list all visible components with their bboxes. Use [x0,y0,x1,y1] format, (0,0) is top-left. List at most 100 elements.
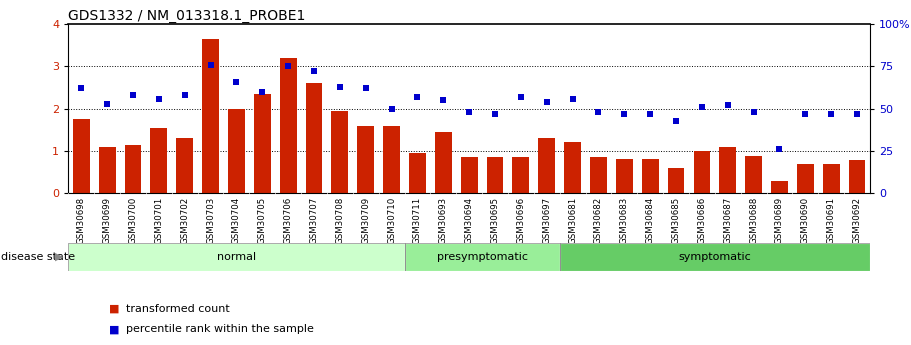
Text: GSM30702: GSM30702 [180,197,189,245]
Point [126,92,140,98]
Text: GSM30709: GSM30709 [362,197,370,244]
Bar [384,126,400,193]
Point [74,86,88,91]
Point [591,109,606,115]
Bar [693,151,711,193]
Point [746,109,761,115]
Text: ▶: ▶ [55,252,63,262]
Point [255,89,270,95]
Bar [668,168,684,193]
Point [230,79,244,85]
Text: GSM30681: GSM30681 [568,197,577,245]
Bar [641,159,659,193]
Point [203,62,218,68]
Text: presymptomatic: presymptomatic [436,252,527,262]
Bar [435,132,452,193]
Bar [280,58,297,193]
Point [669,118,683,123]
Bar [771,180,788,193]
Point [721,102,735,108]
Text: GSM30696: GSM30696 [517,197,526,244]
Bar [177,138,193,193]
Point [100,101,115,106]
Bar [559,243,870,271]
Point [358,86,373,91]
Bar [202,39,219,193]
Point [487,111,502,117]
Bar [357,126,374,193]
Point [410,94,425,100]
Bar [73,119,89,193]
Text: GSM30691: GSM30691 [826,197,835,244]
Point [566,96,580,101]
Text: GSM30682: GSM30682 [594,197,603,245]
Point [178,92,192,98]
Text: GSM30688: GSM30688 [749,197,758,245]
Text: GDS1332 / NM_013318.1_PROBE1: GDS1332 / NM_013318.1_PROBE1 [68,9,306,23]
Text: symptomatic: symptomatic [679,252,752,262]
Text: GSM30706: GSM30706 [283,197,292,245]
Point [798,111,813,117]
Text: GSM30689: GSM30689 [775,197,784,244]
Text: normal: normal [217,252,256,262]
Point [694,104,709,110]
Point [824,111,838,117]
Bar [797,164,814,193]
Text: ■: ■ [109,304,120,314]
Bar [538,138,555,193]
Text: GSM30710: GSM30710 [387,197,396,245]
Text: GSM30687: GSM30687 [723,197,732,245]
Point [384,106,399,111]
Text: GSM30694: GSM30694 [465,197,474,244]
Point [773,147,787,152]
Bar [616,159,633,193]
Text: GSM30683: GSM30683 [619,197,629,245]
Bar [305,83,322,193]
Text: GSM30693: GSM30693 [439,197,448,244]
Bar [404,243,559,271]
Point [617,111,631,117]
Bar [564,142,581,193]
Bar [461,157,477,193]
Text: GSM30698: GSM30698 [77,197,86,244]
Text: GSM30684: GSM30684 [646,197,655,245]
Bar [823,164,840,193]
Text: GSM30697: GSM30697 [542,197,551,244]
Point [643,111,658,117]
Text: disease state: disease state [1,252,75,262]
Text: GSM30708: GSM30708 [335,197,344,245]
Bar [98,147,116,193]
Text: GSM30685: GSM30685 [671,197,681,245]
Point [539,99,554,105]
Point [436,97,451,103]
Text: percentile rank within the sample: percentile rank within the sample [126,325,313,334]
Bar [125,145,141,193]
Point [307,69,322,74]
Point [462,109,476,115]
Bar [513,157,529,193]
Point [514,94,528,100]
Bar [745,156,762,193]
Text: GSM30686: GSM30686 [698,197,706,245]
Bar [150,128,168,193]
Bar [590,157,607,193]
Bar [68,243,404,271]
Bar [228,109,245,193]
Bar [720,147,736,193]
Point [281,63,295,69]
Point [151,96,166,101]
Text: GSM30704: GSM30704 [232,197,241,245]
Text: GSM30692: GSM30692 [853,197,862,244]
Text: GSM30690: GSM30690 [801,197,810,244]
Text: GSM30699: GSM30699 [103,197,112,244]
Point [333,84,347,89]
Text: GSM30703: GSM30703 [206,197,215,245]
Bar [486,157,504,193]
Text: GSM30700: GSM30700 [128,197,138,245]
Text: ■: ■ [109,325,120,334]
Text: GSM30707: GSM30707 [310,197,319,245]
Text: GSM30695: GSM30695 [490,197,499,244]
Bar [254,94,271,193]
Bar [849,160,865,193]
Text: GSM30705: GSM30705 [258,197,267,245]
